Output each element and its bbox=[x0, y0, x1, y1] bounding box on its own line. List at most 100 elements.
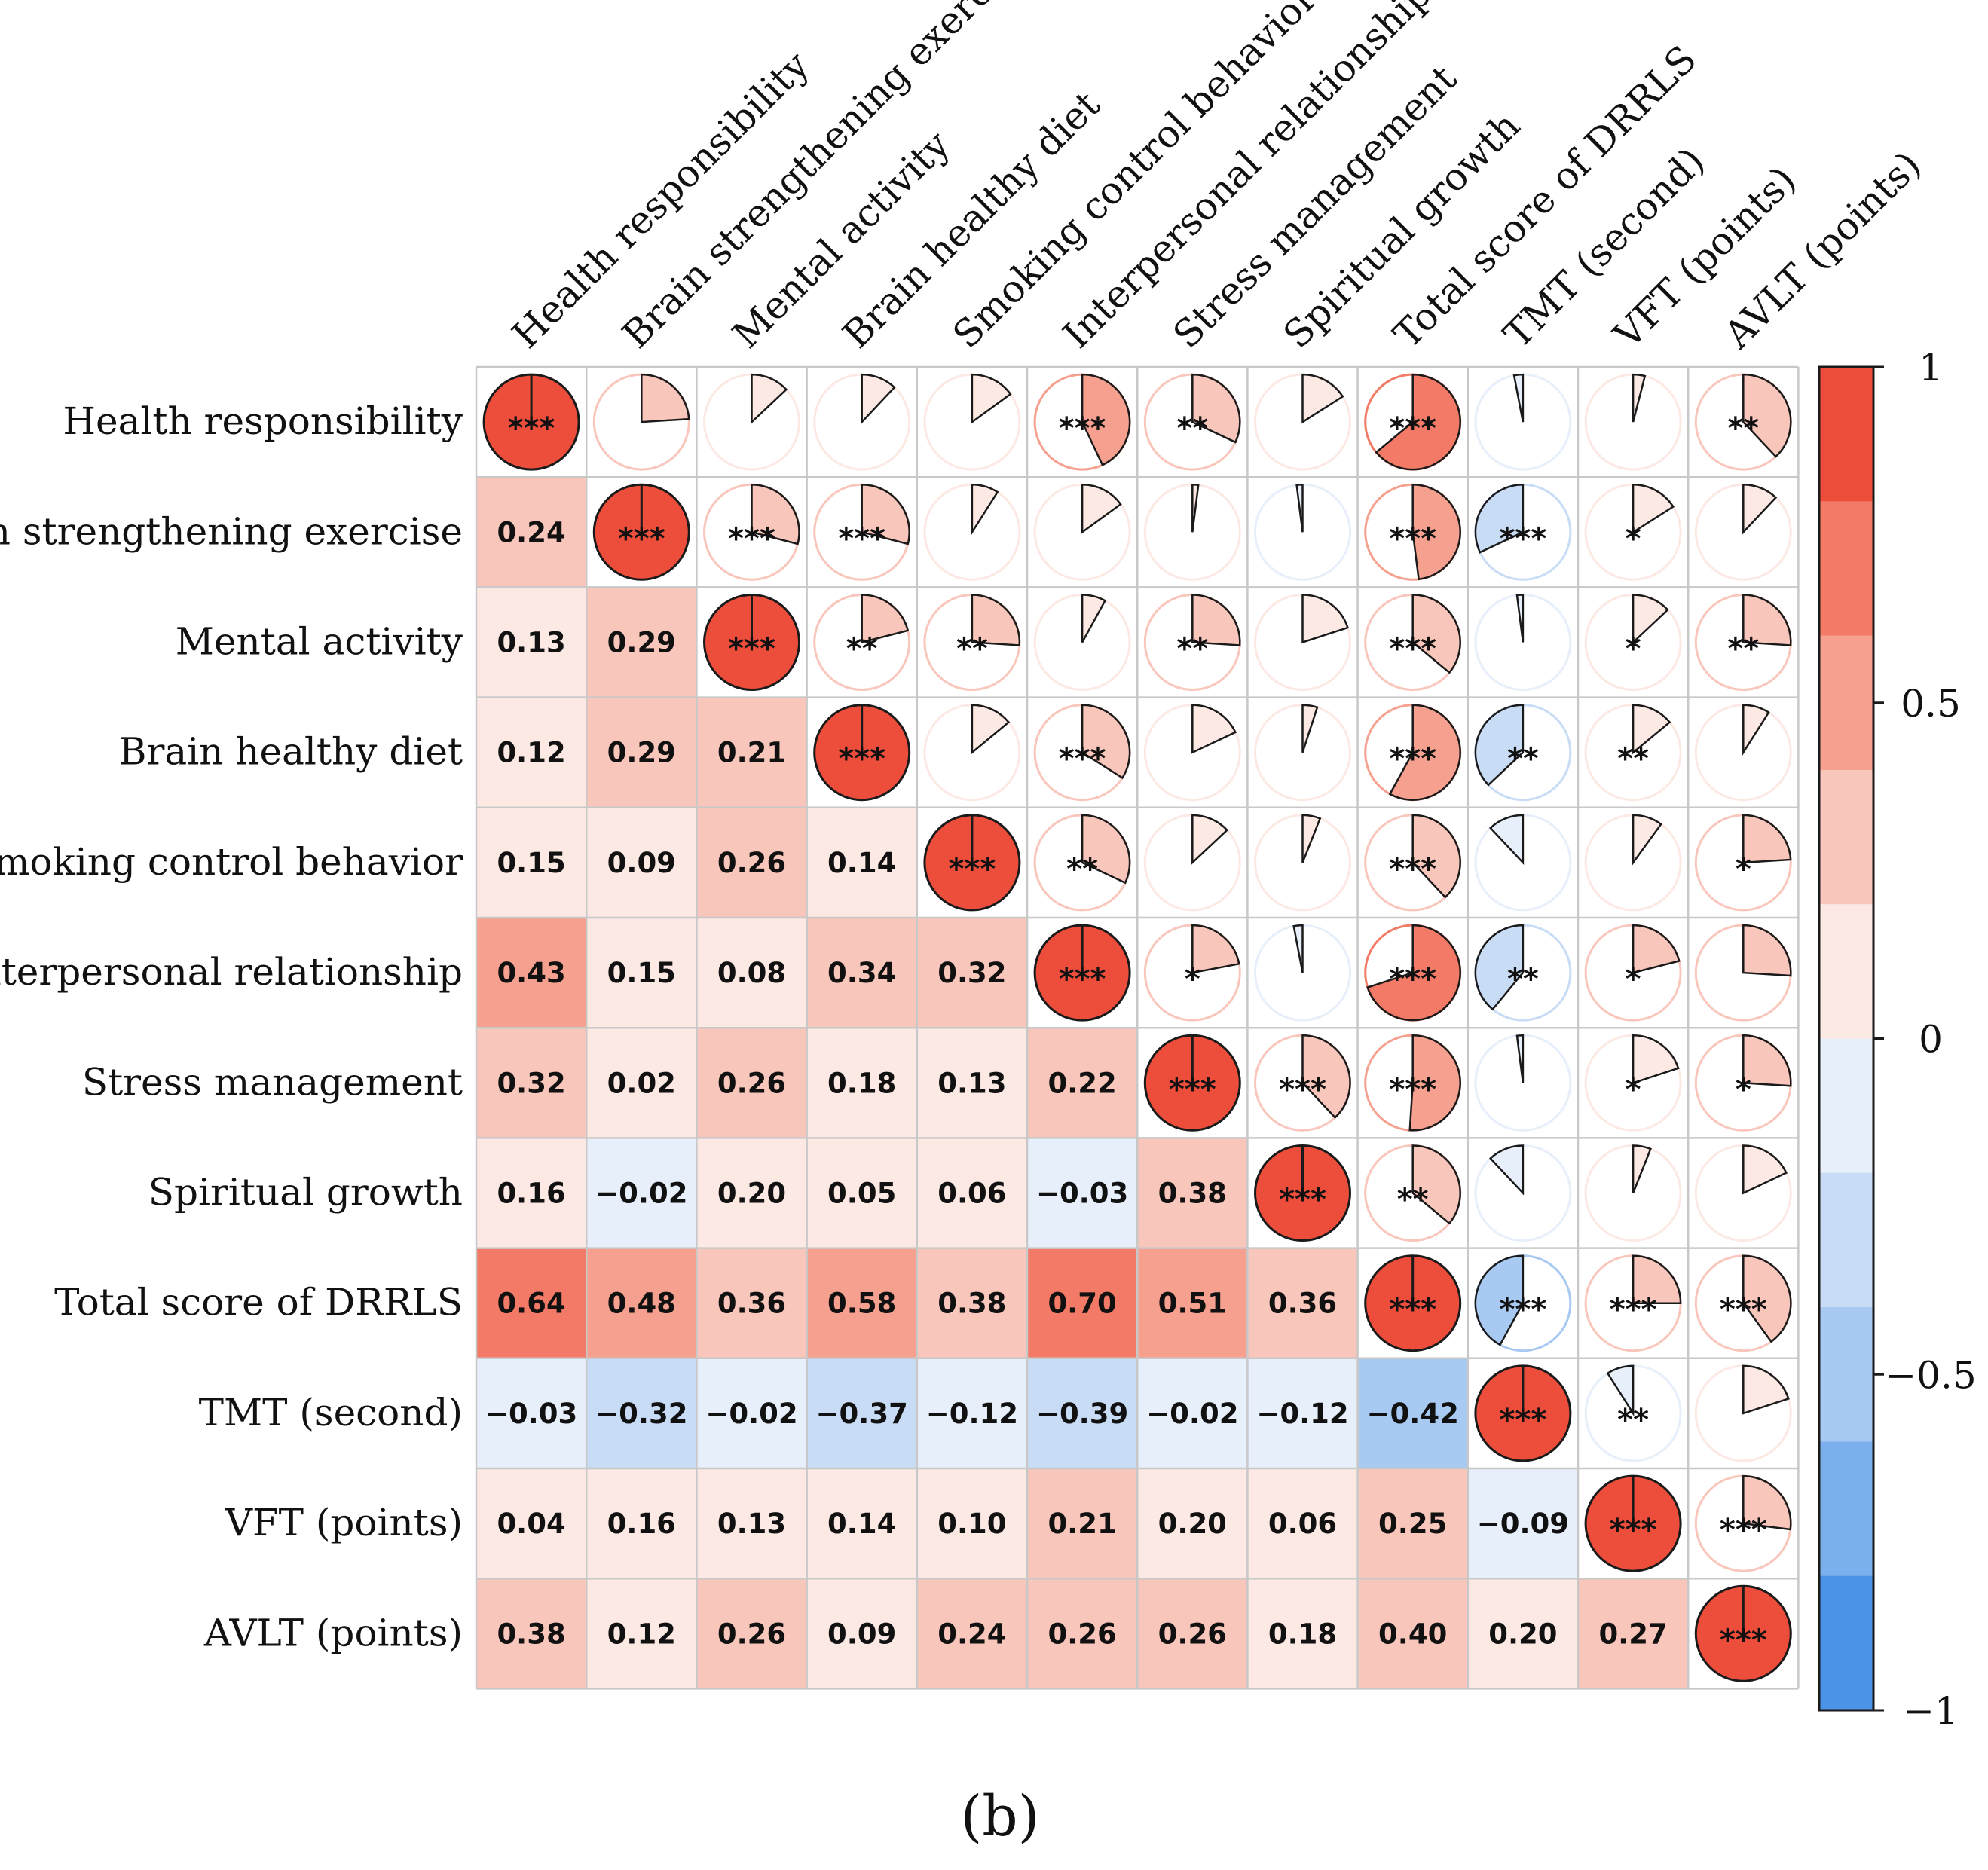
colorbar-tick-label: 0 bbox=[1919, 1018, 1943, 1062]
matrix-cell: *** bbox=[1474, 1364, 1572, 1462]
coefficient-square bbox=[1357, 1578, 1468, 1689]
pie-slice bbox=[1081, 373, 1131, 466]
coefficient-square bbox=[696, 807, 807, 918]
coefficient-square bbox=[476, 477, 587, 588]
matrix-cell: * bbox=[1584, 483, 1682, 581]
pie-slice bbox=[1411, 814, 1461, 899]
significance-stars: *** bbox=[618, 521, 665, 556]
coefficient-square bbox=[586, 697, 697, 808]
matrix-cell: *** bbox=[1584, 1474, 1682, 1572]
coefficient-label: −0.02 bbox=[595, 1178, 687, 1210]
coefficient-square bbox=[586, 1138, 697, 1248]
matrix-cell bbox=[923, 373, 1021, 471]
matrix-cell: * bbox=[1143, 924, 1241, 1022]
significance-stars: *** bbox=[1169, 1072, 1216, 1107]
matrix-cell: 0.64 bbox=[476, 1248, 587, 1358]
coefficient-label: −0.12 bbox=[926, 1398, 1018, 1430]
matrix-cell bbox=[1474, 1034, 1572, 1132]
pie-slice bbox=[1081, 814, 1131, 885]
coefficient-square bbox=[806, 918, 917, 1028]
coefficient-label: 0.36 bbox=[1268, 1288, 1337, 1320]
row-label-vft-points: VFT (points) bbox=[225, 1501, 463, 1545]
matrix-cell: 0.43 bbox=[476, 918, 587, 1028]
matrix-cell: *** bbox=[1364, 1254, 1462, 1352]
matrix-cell bbox=[1584, 1144, 1682, 1242]
matrix-cell: 0.48 bbox=[586, 1248, 697, 1358]
matrix-cell: 0.38 bbox=[476, 1578, 587, 1689]
pie-slice bbox=[1489, 1144, 1525, 1196]
coefficient-label: 0.20 bbox=[1158, 1508, 1227, 1540]
coefficient-label: 0.21 bbox=[1048, 1508, 1116, 1540]
matrix-cell: 0.18 bbox=[806, 1028, 917, 1138]
row-labels: Health responsibility Brain strengthening… bbox=[0, 399, 463, 1655]
significance-stars: ** bbox=[1066, 852, 1098, 887]
pie-slice bbox=[971, 594, 1021, 646]
matrix-cell bbox=[1584, 373, 1682, 471]
significance-stars: ** bbox=[1617, 742, 1649, 777]
pie-slice bbox=[1742, 484, 1778, 535]
row-label-total-score-of-drrls: Total score of DRRLS bbox=[54, 1281, 463, 1325]
pie-slice bbox=[1742, 1474, 1792, 1531]
matrix-cell bbox=[1254, 814, 1351, 912]
coefficient-label: 0.18 bbox=[1268, 1618, 1337, 1650]
colorbar-segment bbox=[1819, 904, 1873, 1040]
coefficient-label: 0.43 bbox=[497, 957, 565, 989]
matrix-cell: 0.05 bbox=[806, 1138, 917, 1248]
matrix-cell: ** bbox=[1033, 814, 1131, 912]
matrix-cell: −0.09 bbox=[1467, 1468, 1578, 1579]
pie-slice bbox=[1191, 814, 1228, 865]
row-label-interpersonal-relationship: Interpersonal relationship bbox=[0, 950, 463, 994]
coefficient-square bbox=[1027, 1248, 1138, 1358]
pie-slice bbox=[1742, 704, 1770, 756]
coefficient-label: −0.37 bbox=[816, 1398, 908, 1430]
coefficient-square bbox=[1247, 1578, 1358, 1689]
matrix-cell: −0.02 bbox=[696, 1358, 807, 1468]
colorbar: 1 0.5 0 −0.5 −1 bbox=[1818, 346, 1977, 1733]
significance-stars: ** bbox=[846, 632, 878, 667]
matrix-cell: *** bbox=[1364, 924, 1462, 1022]
pie-slice bbox=[1191, 484, 1200, 533]
coefficient-label: 0.36 bbox=[717, 1288, 786, 1320]
matrix-cell bbox=[1474, 1144, 1572, 1242]
matrix-cell bbox=[1474, 594, 1572, 691]
coefficient-label: 0.10 bbox=[937, 1508, 1006, 1540]
pie-slice bbox=[861, 594, 910, 644]
matrix-cell: *** bbox=[923, 814, 1021, 912]
pie-slice bbox=[971, 704, 1011, 755]
coefficient-label: 0.16 bbox=[607, 1508, 676, 1540]
pie-slice bbox=[1301, 1034, 1351, 1119]
matrix-cell bbox=[1254, 483, 1351, 581]
coefficient-label: 0.12 bbox=[607, 1618, 676, 1650]
significance-stars: *** bbox=[1059, 742, 1106, 777]
pie-slice bbox=[1366, 924, 1461, 1022]
coefficient-label: 0.51 bbox=[1158, 1288, 1227, 1320]
matrix-cell: *** bbox=[1364, 483, 1462, 581]
coefficient-square bbox=[476, 1138, 587, 1248]
matrix-cell: −0.02 bbox=[586, 1138, 697, 1248]
colorbar-segment bbox=[1819, 1307, 1873, 1442]
significance-stars: *** bbox=[1389, 1072, 1436, 1107]
coefficient-square bbox=[1027, 1028, 1138, 1138]
coefficient-label: 0.64 bbox=[497, 1288, 565, 1320]
pie-slice bbox=[861, 484, 910, 545]
coefficient-label: 0.20 bbox=[1488, 1618, 1557, 1650]
coefficient-square bbox=[1027, 1358, 1138, 1468]
row-label-brain-strengthening-exercise: Brain strengthening exercise bbox=[0, 509, 463, 553]
significance-stars: *** bbox=[838, 742, 885, 777]
coefficient-label: 0.32 bbox=[497, 1067, 565, 1099]
significance-stars: *** bbox=[1500, 1293, 1547, 1328]
matrix-cell: 0.38 bbox=[916, 1248, 1027, 1358]
matrix-cell: ** bbox=[1143, 594, 1241, 691]
significance-stars: *** bbox=[1500, 521, 1547, 556]
matrix-cell: 0.20 bbox=[696, 1138, 807, 1248]
significance-stars: *** bbox=[1389, 632, 1436, 667]
coefficient-square bbox=[916, 1578, 1027, 1689]
matrix-cell: *** bbox=[703, 483, 800, 581]
coefficient-label: 0.15 bbox=[607, 957, 676, 989]
pie-slice bbox=[1474, 1254, 1525, 1346]
pie-slice bbox=[1632, 1034, 1680, 1085]
matrix-cell: ** bbox=[1584, 704, 1682, 802]
matrix-cell bbox=[1143, 704, 1241, 802]
significance-stars: *** bbox=[1389, 962, 1436, 997]
pie-slice bbox=[1632, 814, 1662, 866]
